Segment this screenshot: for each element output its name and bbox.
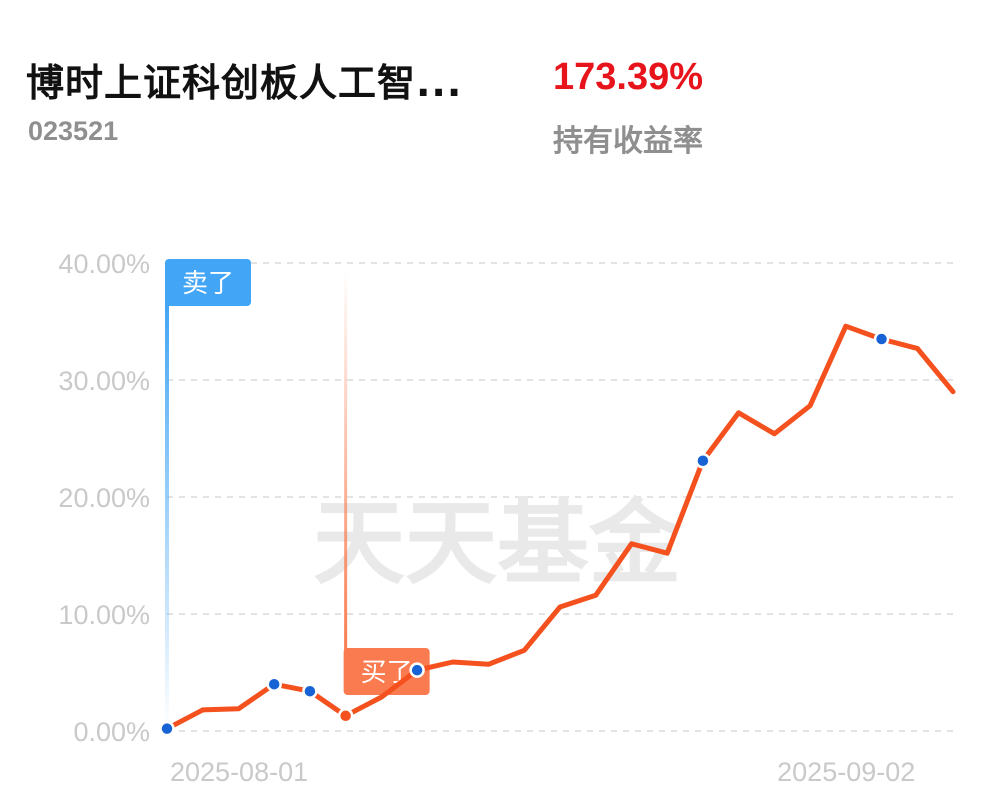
data-point bbox=[159, 720, 175, 737]
y-tick-label: 10.00% bbox=[58, 600, 150, 630]
data-point bbox=[409, 662, 425, 678]
fund-code: 023521 bbox=[28, 116, 119, 146]
data-points bbox=[159, 331, 890, 737]
buy-marker-label: 买了 bbox=[361, 658, 413, 688]
sell-marker-line bbox=[165, 300, 169, 729]
data-point bbox=[266, 676, 282, 692]
y-tick-label: 40.00% bbox=[58, 249, 150, 279]
y-tick-label: 0.00% bbox=[73, 717, 150, 747]
sell-marker-badge bbox=[165, 259, 251, 306]
data-point bbox=[302, 683, 318, 699]
data-point bbox=[873, 331, 890, 347]
x-axis-ticks: 2025-08-01 2025-09-02 bbox=[170, 757, 915, 787]
buy-marker-badge bbox=[343, 648, 430, 695]
data-point bbox=[695, 452, 711, 469]
watermark: 天天基金 bbox=[313, 489, 682, 597]
x-tick-label: 2025-09-02 bbox=[777, 757, 915, 787]
x-tick-label: 2025-08-01 bbox=[170, 757, 308, 787]
y-tick-label: 20.00% bbox=[58, 483, 150, 513]
fund-name: 博时上证科创板人工智... bbox=[26, 61, 463, 105]
sell-marker-label: 卖了 bbox=[182, 269, 234, 299]
y-axis-ticks: 0.00% 10.00% 20.00% 30.00% 40.00% bbox=[58, 249, 150, 747]
holding-return-label: 持有收益率 bbox=[553, 124, 703, 159]
data-point bbox=[337, 708, 354, 724]
buy-marker-line bbox=[344, 270, 348, 650]
y-tick-label: 30.00% bbox=[58, 366, 150, 396]
holding-return-value: 173.39% bbox=[553, 56, 704, 98]
series-line bbox=[164, 323, 956, 732]
